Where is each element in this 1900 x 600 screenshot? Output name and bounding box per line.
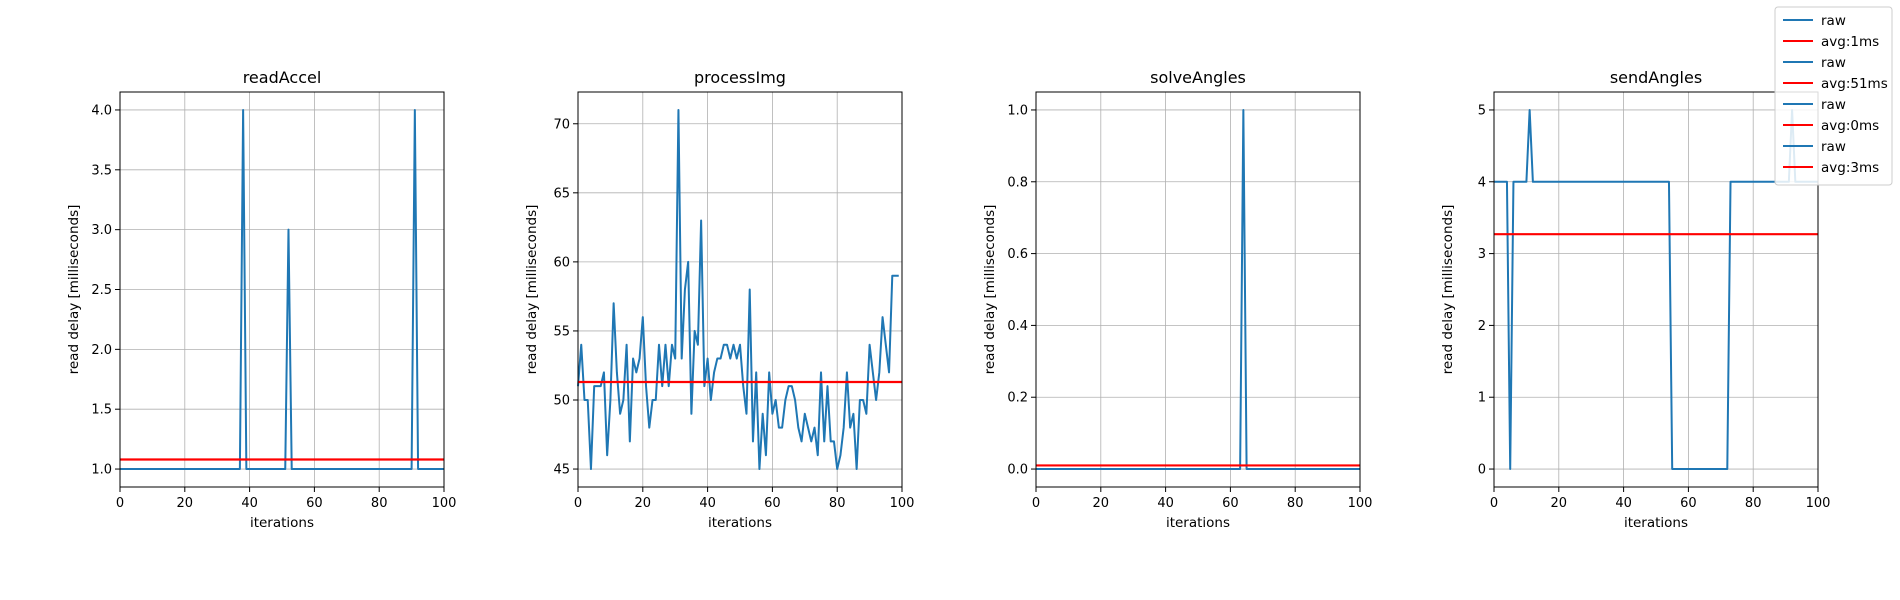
y-axis-label: read delay [milliseconds] (982, 205, 998, 375)
x-tick-label: 80 (1287, 496, 1304, 511)
legend-label: avg:0ms (1821, 118, 1879, 134)
x-tick-label: 80 (1745, 496, 1762, 511)
y-tick-label: 45 (553, 463, 570, 478)
y-tick-label: 3.5 (91, 163, 112, 178)
y-tick-label: 5 (1478, 103, 1486, 118)
y-tick-label: 1.0 (91, 463, 112, 478)
y-tick-label: 3 (1478, 247, 1486, 262)
chart-title: processImg (694, 68, 786, 87)
legend-label: raw (1821, 97, 1846, 113)
x-tick-label: 80 (829, 496, 846, 511)
chart-panel-readAccel: 0 20 40 60 80 100 1.0 1.5 2.0 2.5 3.0 3.5 4.0 readAcc… (66, 68, 456, 531)
y-tick-label: 3.0 (91, 223, 112, 238)
x-tick-label: 0 (116, 496, 124, 511)
y-axis-label: read delay [milliseconds] (524, 205, 540, 375)
x-tick-label: 40 (241, 496, 258, 511)
axes-frame (1493, 91, 1819, 488)
y-tick-label: 0 (1478, 463, 1486, 478)
x-tick-label: 40 (1157, 496, 1174, 511)
chart-panel-solveAngles: 0 20 40 60 80 100 0.0 0.2 0.4 0.6 0.8 1.0 solveAngle… (982, 68, 1372, 531)
y-axis-label: read delay [milliseconds] (66, 205, 82, 375)
y-tick-label: 65 (553, 186, 570, 201)
x-tick-label: 20 (635, 496, 652, 511)
y-tick-label: 4 (1478, 175, 1486, 190)
y-tick-label: 1.5 (91, 403, 112, 418)
x-tick-label: 60 (1222, 496, 1239, 511)
x-axis-label: iterations (1166, 515, 1230, 531)
x-tick-label: 40 (699, 496, 716, 511)
x-tick-label: 40 (1615, 496, 1632, 511)
y-tick-label: 1 (1478, 391, 1486, 406)
x-tick-label: 60 (1680, 496, 1697, 511)
y-tick-label: 0.0 (1007, 463, 1028, 478)
legend-box (1774, 6, 1893, 186)
chart-panel-sendAngles: 0 20 40 60 80 100 0 1 2 3 4 5 sendAngles iterations re… (1440, 68, 1830, 531)
y-tick-label: 1.0 (1007, 103, 1028, 118)
x-axis-label: iterations (250, 515, 314, 531)
legend-label: raw (1821, 139, 1846, 155)
x-axis-label: iterations (1624, 515, 1688, 531)
legend: raw avg:1ms raw avg:51ms raw avg:0ms raw avg:3m… (1774, 6, 1893, 186)
y-axis-label: read delay [milliseconds] (1440, 205, 1456, 375)
y-tick-label: 0.4 (1007, 319, 1028, 334)
y-tick-label: 2.0 (91, 343, 112, 358)
x-tick-label: 80 (371, 496, 388, 511)
x-tick-label: 100 (890, 496, 915, 511)
chart-panel-processImg: 0 20 40 60 80 100 45 50 55 60 65 70 processImg iterat… (524, 68, 914, 531)
y-tick-label: 70 (553, 117, 570, 132)
legend-label: raw (1821, 13, 1846, 29)
series-line-raw (577, 108, 899, 471)
y-tick-label: 0.6 (1007, 247, 1028, 262)
y-tick-label: 2 (1478, 319, 1486, 334)
axes-frame (577, 91, 903, 488)
y-tick-label: 4.0 (91, 103, 112, 118)
chart-title: sendAngles (1610, 68, 1702, 87)
x-tick-label: 100 (432, 496, 457, 511)
x-tick-label: 0 (1490, 496, 1498, 511)
x-tick-label: 20 (1093, 496, 1110, 511)
x-tick-label: 100 (1348, 496, 1373, 511)
x-tick-label: 100 (1806, 496, 1831, 511)
x-tick-label: 20 (1551, 496, 1568, 511)
x-tick-label: 0 (1032, 496, 1040, 511)
chart-title: readAccel (243, 68, 322, 87)
axes-frame (1035, 91, 1361, 488)
legend-label: avg:1ms (1821, 34, 1879, 50)
x-axis-label: iterations (708, 515, 772, 531)
legend-label: avg:3ms (1821, 160, 1879, 176)
chart-title: solveAngles (1150, 68, 1246, 87)
y-tick-label: 60 (553, 255, 570, 270)
x-tick-label: 20 (177, 496, 194, 511)
y-tick-label: 50 (553, 393, 570, 408)
x-tick-label: 60 (764, 496, 781, 511)
series-line-raw (1036, 108, 1360, 471)
y-tick-label: 0.8 (1007, 175, 1028, 190)
legend-label: avg:51ms (1821, 76, 1888, 92)
y-tick-label: 55 (553, 324, 570, 339)
legend-label: raw (1821, 55, 1846, 71)
y-tick-label: 2.5 (91, 283, 112, 298)
x-tick-label: 0 (574, 496, 582, 511)
series-line-raw (120, 108, 444, 471)
x-tick-label: 60 (306, 496, 323, 511)
y-tick-label: 0.2 (1007, 391, 1028, 406)
